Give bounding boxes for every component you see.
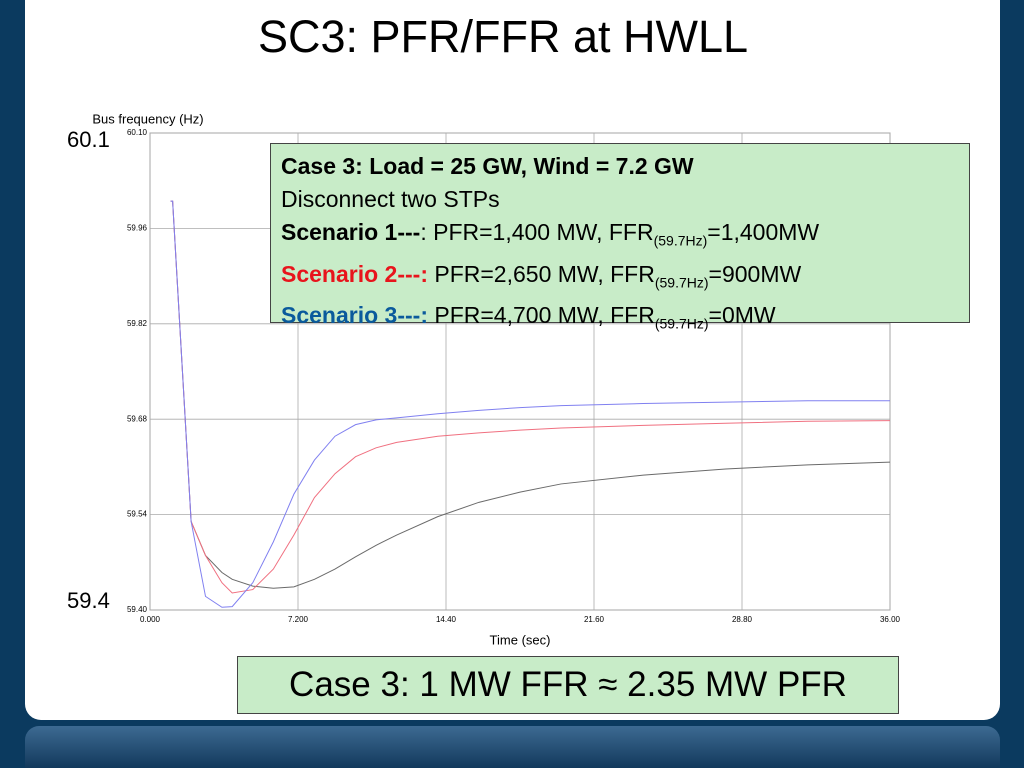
series-line	[170, 200, 891, 589]
y-tick-label: 59.96	[127, 224, 148, 233]
y-tick-label: 59.40	[127, 605, 148, 614]
note-subscript: (59.7Hz)	[653, 232, 708, 249]
note-line: Scenario 1---: PFR=1,400 MW, FFR(59.7Hz)…	[281, 216, 959, 258]
note-subscript: (59.7Hz)	[654, 315, 709, 332]
series-line	[170, 200, 890, 608]
note-text: =0MW	[708, 302, 776, 329]
note-line: Case 3: Load = 25 GW, Wind = 7.2 GW	[281, 150, 959, 183]
x-tick-label: 36.00	[880, 615, 901, 624]
x-tick-label: 14.40	[436, 615, 457, 624]
y-tick-label: 60.10	[127, 128, 148, 137]
note-subscript: (59.7Hz)	[654, 274, 709, 291]
y-tick-label: 59.82	[127, 319, 148, 328]
note-text: =1,400MW	[707, 219, 820, 245]
y-axis-label: Bus frequency (Hz)	[92, 111, 203, 126]
x-tick-label: 7.200	[288, 615, 309, 624]
y-tick-label: 59.68	[127, 414, 148, 423]
note-line: Scenario 2---: PFR=2,650 MW, FFR(59.7Hz)…	[281, 258, 959, 300]
note-text: PFR=4,700 MW, FFR	[427, 302, 655, 329]
x-tick-label: 28.80	[732, 615, 753, 624]
note-text: Disconnect two STPs	[281, 186, 500, 212]
scenario-label: Scenario 2---:	[281, 260, 428, 287]
case-note: Case 3: Load = 25 GW, Wind = 7.2 GW Disc…	[270, 143, 970, 332]
x-axis-label: Time (sec)	[490, 632, 551, 647]
note-text: PFR=2,650 MW, FFR	[427, 260, 655, 287]
conclusion-box: Case 3: 1 MW FFR ≈ 2.35 MW PFR	[237, 656, 899, 714]
y-tick-label: 59.54	[127, 510, 148, 519]
scenario-label: Scenario 3---:	[281, 302, 428, 329]
note-line: Scenario 3---: PFR=4,700 MW, FFR(59.7Hz)…	[281, 299, 959, 341]
note-text: Case 3: Load = 25 GW, Wind = 7.2 GW	[281, 153, 694, 179]
series-line	[170, 200, 891, 594]
annotation: 60.1	[67, 127, 110, 152]
note-text: : PFR=1,400 MW, FFR	[420, 219, 654, 245]
note-text: =900MW	[708, 260, 802, 287]
annotation: 59.4	[67, 588, 110, 613]
scenario-label: Scenario 1---	[281, 219, 421, 245]
conclusion-text: Case 3: 1 MW FFR ≈ 2.35 MW PFR	[289, 665, 847, 704]
x-tick-label: 21.60	[584, 615, 605, 624]
slide-footer-bar	[25, 726, 1000, 768]
note-line: Disconnect two STPs	[281, 183, 959, 216]
x-tick-label: 0.000	[140, 615, 161, 624]
slide-title: SC3: PFR/FFR at HWLL	[258, 11, 748, 62]
